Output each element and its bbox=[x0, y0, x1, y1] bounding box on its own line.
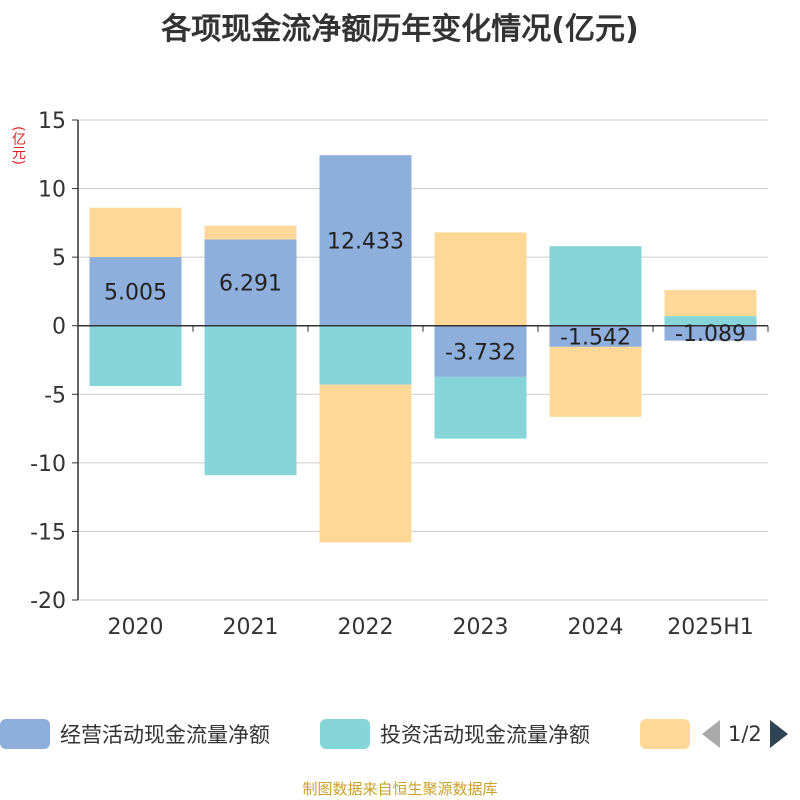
y-tick-label: -15 bbox=[30, 520, 66, 545]
bar-series-1-2025H1 bbox=[664, 316, 757, 326]
y-tick-label: 5 bbox=[52, 246, 66, 271]
y-tick-label: -5 bbox=[44, 383, 66, 408]
y-tick-label: 10 bbox=[38, 178, 66, 203]
legend-page-indicator: 1/2 bbox=[728, 722, 762, 746]
bar-series-1-2020 bbox=[89, 325, 182, 387]
legend-next-page-icon[interactable] bbox=[769, 720, 788, 748]
bar-series-1-2024 bbox=[549, 246, 642, 326]
legend-swatch-financing bbox=[640, 719, 690, 749]
bar-series-2-2025H1 bbox=[664, 290, 757, 317]
y-tick-label: -10 bbox=[30, 452, 66, 477]
legend: 经营活动现金流量净额 投资活动现金流量净额 bbox=[0, 716, 800, 752]
legend-item-financing[interactable] bbox=[640, 716, 700, 752]
data-label-2020: 5.005 bbox=[104, 280, 167, 305]
bar-series-0-2024 bbox=[549, 325, 642, 347]
legend-pager: 1/2 bbox=[702, 716, 788, 752]
bar-series-2-2022 bbox=[319, 384, 412, 543]
x-tick-label: 2023 bbox=[453, 615, 509, 640]
bar-series-1-2022 bbox=[319, 325, 412, 385]
x-tick-label: 2021 bbox=[223, 615, 279, 640]
bar-series-0-2022 bbox=[319, 155, 412, 326]
data-source-note: 制图数据来自恒生聚源数据库 bbox=[302, 780, 498, 798]
chart-title: 各项现金流净额历年变化情况(亿元) bbox=[161, 12, 639, 47]
data-label-2023: -3.732 bbox=[445, 340, 516, 365]
bar-series-0-2021 bbox=[204, 239, 297, 326]
x-tick-label: 2024 bbox=[568, 615, 624, 640]
y-tick-label: -20 bbox=[30, 589, 66, 614]
legend-label-operating: 经营活动现金流量净额 bbox=[60, 723, 270, 747]
x-tick-label: 2025H1 bbox=[667, 615, 754, 640]
x-tick-label: 2020 bbox=[108, 615, 164, 640]
legend-prev-page-icon[interactable] bbox=[702, 720, 720, 748]
data-label-2024: -1.542 bbox=[560, 325, 631, 350]
bar-series-2-2024 bbox=[549, 346, 642, 417]
bar-series-0-2025H1 bbox=[664, 325, 757, 341]
data-label-2025H1: -1.089 bbox=[675, 322, 746, 347]
bar-series-0-2023 bbox=[434, 325, 527, 377]
bar-series-2-2020 bbox=[89, 207, 182, 258]
bar-series-1-2021 bbox=[204, 325, 297, 476]
y-axis-unit-label: (亿元) bbox=[10, 126, 26, 165]
bar-series-2-2021 bbox=[204, 225, 297, 240]
data-label-2021: 6.291 bbox=[219, 272, 282, 297]
legend-item-investing[interactable]: 投资活动现金流量净额 bbox=[320, 716, 590, 752]
bar-series-1-2023 bbox=[434, 376, 527, 439]
legend-swatch-investing bbox=[320, 719, 370, 749]
legend-label-investing: 投资活动现金流量净额 bbox=[380, 723, 590, 747]
y-tick-label: 0 bbox=[52, 315, 66, 340]
legend-swatch-operating bbox=[0, 719, 50, 749]
bar-series-2-2023 bbox=[434, 232, 527, 326]
legend-item-operating[interactable]: 经营活动现金流量净额 bbox=[0, 716, 270, 752]
y-tick-label: 15 bbox=[38, 109, 66, 134]
bar-chart: 15 10 5 0 -5 -10 -15 -20 2020 2021 2022 2023 2024 202… bbox=[30, 109, 769, 640]
x-tick-label: 2022 bbox=[338, 615, 394, 640]
data-label-2022: 12.433 bbox=[327, 229, 404, 254]
bar-series-0-2020 bbox=[89, 257, 182, 326]
